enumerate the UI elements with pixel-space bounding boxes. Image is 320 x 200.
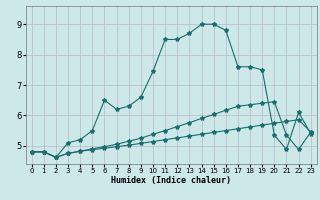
X-axis label: Humidex (Indice chaleur): Humidex (Indice chaleur) — [111, 176, 231, 185]
